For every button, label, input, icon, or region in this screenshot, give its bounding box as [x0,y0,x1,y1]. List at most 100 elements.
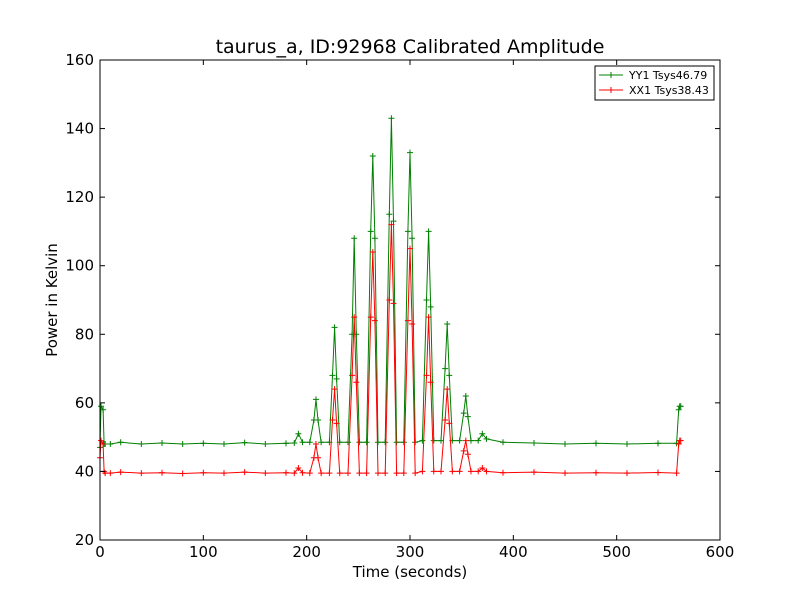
data-point [419,468,426,475]
data-point [407,245,413,252]
data-point [593,469,599,476]
data-point [318,439,325,446]
data-point [390,300,397,307]
data-point [475,437,482,444]
data-point [460,410,467,417]
x-axis-label: Time (seconds) [352,563,468,581]
data-point [102,470,109,477]
data-point [200,440,207,447]
data-point [409,321,416,327]
data-point [312,441,319,447]
data-point [388,221,395,228]
data-point [329,417,336,423]
series-line [99,118,681,448]
legend-box [594,65,715,101]
data-point [241,439,248,446]
data-point [371,235,378,242]
data-point [100,441,107,447]
data-point [425,228,432,235]
data-point [400,470,407,477]
data-point [483,435,490,442]
data-point [374,470,381,477]
legend-entry: YY1 Tsys46.79 [599,69,707,82]
data-point [221,441,227,447]
data-point [531,439,537,446]
data-point [117,469,124,476]
data-point [98,403,105,410]
data-point [677,437,684,444]
data-point [363,470,370,477]
data-point [430,437,437,444]
data-point [312,396,319,403]
data-point [412,470,419,477]
legend-label: XX1 Tsys38.43 [629,84,709,97]
data-point [179,441,186,447]
x-axis: 0 100 200 300 400 500 600 [95,60,734,561]
data-point [427,379,434,386]
data-point [291,439,298,446]
data-point [562,470,568,477]
data-point [624,441,630,447]
y-tick-label: 100 [65,257,94,275]
data-point [460,447,467,454]
data-point [98,437,105,444]
data-point [462,437,469,444]
data-point [483,468,490,475]
data-point [107,441,114,447]
data-point [107,470,114,477]
y-tick-label: 20 [75,531,94,549]
plot-frame [99,59,721,541]
data-point [475,468,482,475]
data-point [353,379,360,386]
data-point [624,470,630,477]
data-point [386,297,393,303]
data-point [442,417,449,423]
data-point [388,115,395,122]
data-point [425,314,432,321]
series-2 [97,221,684,477]
data-point [404,317,411,324]
data-point [326,470,333,477]
y-tick-label: 160 [65,51,94,69]
data-point [356,470,363,477]
data-point [386,211,393,218]
data-point [655,440,661,447]
data-point [159,469,165,476]
legend-marker [608,87,614,93]
data-point [299,469,306,476]
data-point [367,314,374,321]
data-point [444,321,451,327]
x-tick-label: 100 [189,543,218,561]
y-axis: 20 40 60 80 100 120 140 160 [65,51,720,549]
data-point [179,470,186,477]
data-point [500,439,506,446]
data-point [467,468,474,475]
data-point [409,235,416,242]
legend-entry: XX1 Tsys38.43 [599,84,709,97]
data-point [456,437,463,444]
y-tick-label: 40 [75,462,94,480]
data-point [442,365,449,372]
data-point [367,228,374,235]
data-point [241,469,248,476]
data-point [456,468,463,475]
data-point [333,375,340,382]
x-tick-label: 0 [95,543,105,561]
data-point [449,468,456,475]
data-point [446,420,453,427]
data-point [562,441,568,447]
data-point [345,439,351,446]
data-point [655,469,661,476]
data-point [404,228,411,235]
data-point [675,441,682,447]
y-tick-label: 60 [75,394,94,412]
y-axis-label: Power in Kelvin [43,243,61,357]
data-point [315,417,322,423]
data-point [369,153,376,159]
data-point [318,470,325,477]
data-point [138,470,145,477]
x-tick-label: 500 [602,543,631,561]
data-point [306,439,313,446]
data-point [349,372,356,379]
x-tick-label: 300 [396,543,425,561]
